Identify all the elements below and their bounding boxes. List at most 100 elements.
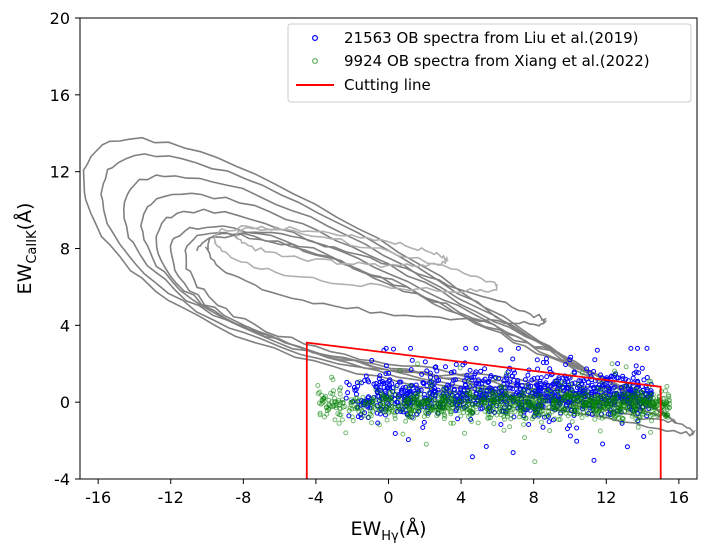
scatter-point <box>339 417 345 423</box>
scatter-point <box>392 412 398 418</box>
scatter-point <box>521 388 527 394</box>
scatter-point <box>527 388 533 394</box>
x-tick-label: 12 <box>596 488 616 507</box>
scatter-point <box>517 411 523 417</box>
scatter-point <box>457 399 463 405</box>
scatter-point <box>461 410 466 415</box>
scatter-point <box>448 402 454 408</box>
scatter-point <box>438 403 444 409</box>
contour-level-9 <box>204 231 548 327</box>
scatter-point <box>408 395 414 401</box>
scatter-point <box>556 391 562 397</box>
scatter-point <box>597 428 603 434</box>
scatter-point <box>458 413 464 419</box>
scatter-point <box>377 373 383 379</box>
scatter-point <box>644 345 650 351</box>
scatter-point <box>612 402 618 408</box>
scatter-point <box>633 363 639 369</box>
scatter-point <box>592 416 598 422</box>
scatter-point <box>496 409 502 415</box>
scatter-point <box>369 403 375 409</box>
scatter-point <box>510 450 516 456</box>
scatter-point <box>567 392 573 398</box>
scatter-point <box>406 384 412 390</box>
scatter-point <box>442 413 448 419</box>
scatter-point <box>435 393 441 398</box>
scatter-point <box>399 407 405 413</box>
scatter-point <box>532 459 538 465</box>
scatter-point <box>485 380 491 385</box>
scatter-point <box>355 414 361 420</box>
scatter-point <box>382 409 388 415</box>
contour-level-11 <box>234 225 449 269</box>
scatter-point <box>494 412 500 418</box>
y-axis-ticks: -4 0 4 8 12 16 20 <box>50 9 80 489</box>
scatter-point <box>562 393 568 399</box>
scatter-point <box>383 363 389 369</box>
scatter-point <box>362 378 368 383</box>
scatter-point <box>384 417 390 423</box>
scatter-point <box>510 356 516 362</box>
scatter-point <box>510 386 516 392</box>
scatter-point <box>430 403 436 409</box>
scatter-point <box>332 395 337 401</box>
y-tick-label: 4 <box>60 316 70 335</box>
scatter-point <box>462 383 468 388</box>
scatter-point <box>526 422 532 427</box>
scatter-point <box>505 380 511 386</box>
scatter-point <box>463 345 469 351</box>
x-tick-label: -8 <box>235 488 251 507</box>
scatter-point <box>582 399 588 405</box>
scatter-point <box>365 377 371 383</box>
scatter-point <box>664 412 670 418</box>
scatter-point <box>630 411 636 417</box>
scatter-point <box>336 402 342 408</box>
scatter-point <box>510 373 515 379</box>
scatter-point <box>538 412 544 417</box>
scatter-point <box>477 387 483 392</box>
scatter-points <box>315 345 673 465</box>
scatter-point <box>540 360 546 365</box>
scatter-point <box>645 394 651 400</box>
scatter-point <box>396 379 402 385</box>
scatter-point <box>453 377 458 383</box>
scatter-point <box>417 391 423 397</box>
scatter-point <box>664 404 670 410</box>
scatter-point <box>376 422 382 428</box>
scatter-point <box>649 400 655 406</box>
scatter-point <box>363 399 368 405</box>
scatter-point <box>469 454 475 460</box>
scatter-point <box>523 405 529 411</box>
scatter-point <box>578 394 584 400</box>
scatter-point <box>609 361 615 367</box>
scatter-point <box>597 387 603 393</box>
scatter-point <box>524 383 530 389</box>
scatter-point <box>451 391 457 397</box>
scatter-point <box>474 410 480 415</box>
scatter-point <box>370 398 376 404</box>
scatter-point <box>324 408 330 414</box>
scatter-point <box>423 441 429 447</box>
scatter-point <box>391 346 396 352</box>
scatter-point <box>639 389 645 395</box>
scatter-point <box>423 398 429 404</box>
scatter-point <box>465 377 471 383</box>
scatter-point <box>469 409 475 415</box>
scatter-point <box>373 387 379 393</box>
scatter-point <box>512 409 518 415</box>
scatter-point <box>577 411 583 417</box>
scatter-point <box>383 406 389 412</box>
scatter-point <box>441 385 447 391</box>
scatter-point <box>608 414 614 420</box>
scatter-point <box>467 367 473 373</box>
scatter-point <box>453 362 459 367</box>
scatter-point <box>363 373 369 379</box>
scatter-point <box>409 357 415 363</box>
scatter-point <box>592 357 598 363</box>
scatter-point <box>332 417 338 423</box>
scatter-point <box>407 404 412 410</box>
scatter-point <box>567 357 573 363</box>
scatter-point <box>450 420 456 426</box>
scatter-point <box>414 393 420 399</box>
